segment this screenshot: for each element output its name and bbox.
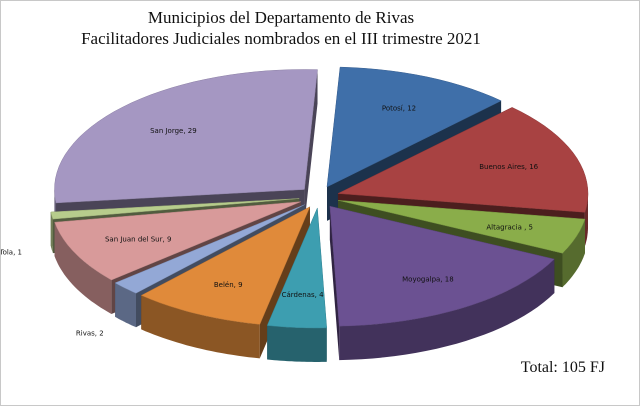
pie-slice-rim	[267, 325, 327, 362]
data-label-san-jorge: San Jorge, 29	[150, 127, 197, 135]
pie-slice-top	[50, 198, 300, 220]
data-label-cardenas: Cárdenas, 4	[282, 291, 325, 299]
pie-slice-cardenas	[266, 207, 327, 362]
pie-slice-top	[266, 207, 327, 329]
pie-slice-top	[329, 205, 555, 327]
data-label-buenos-aires: Buenos Aires, 16	[479, 163, 538, 171]
pie-slice-rim	[50, 212, 53, 254]
data-label-belen: Belén, 9	[214, 281, 243, 289]
pie-slice-rim	[141, 295, 260, 359]
chart-title-line-1: Municipios del Departamento de Rivas	[147, 8, 415, 27]
pie-slice-top	[338, 200, 586, 254]
pie-slice-top	[54, 201, 302, 281]
pie-slice-rim	[584, 193, 588, 247]
pie-slice-top	[114, 204, 305, 294]
pie-slice-top	[140, 206, 311, 325]
pie-slice-rim	[339, 259, 555, 361]
pie-slice-wall-end	[304, 69, 318, 224]
data-label-rivas: Rivas, 2	[76, 329, 104, 337]
pie-slice-top	[326, 66, 502, 188]
data-label-san-juan-del-sur: San Juan del Sur, 9	[105, 236, 171, 244]
data-label-moyogalpa: Moyogalpa, 18	[402, 276, 454, 284]
chart-title-line-2: Facilitadores Judiciales nombrados en el…	[81, 29, 481, 48]
data-label-tola: Tola, 1	[1, 249, 22, 257]
pie-slice-top	[54, 69, 318, 204]
data-label-altagracia: Altagracia , 5	[486, 223, 533, 231]
pie-slice-rim	[115, 282, 136, 328]
total-annotation: Total: 105 FJ	[520, 359, 605, 376]
pie-slice-rim	[54, 222, 112, 314]
data-label-potosi: Potosí, 12	[382, 105, 416, 113]
pie-slice-rim	[562, 219, 585, 288]
pie-slice-wall-end	[329, 206, 340, 361]
pie-slice-belen	[140, 206, 311, 359]
chart-title: Municipios del Departamento de Rivas Fac…	[1, 7, 561, 49]
pie-slice-moyogalpa	[329, 205, 555, 361]
pie-slice-top	[337, 107, 589, 213]
